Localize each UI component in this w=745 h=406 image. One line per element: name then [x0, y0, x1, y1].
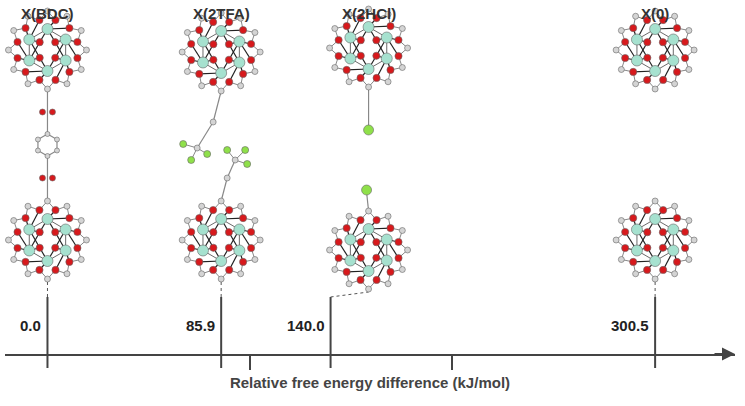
- svg-text:X(0): X(0): [641, 5, 669, 22]
- svg-text:Relative free energy differenc: Relative free energy difference (kJ/mol): [230, 374, 510, 391]
- svg-text:X(2HCl): X(2HCl): [342, 5, 396, 22]
- svg-text:140.0: 140.0: [287, 317, 325, 334]
- svg-text:300.5: 300.5: [611, 317, 649, 334]
- svg-text:X(BDC): X(BDC): [21, 5, 74, 22]
- svg-text:X(2TFA): X(2TFA): [193, 5, 250, 22]
- svg-text:85.9: 85.9: [186, 317, 215, 334]
- svg-text:0.0: 0.0: [20, 317, 41, 334]
